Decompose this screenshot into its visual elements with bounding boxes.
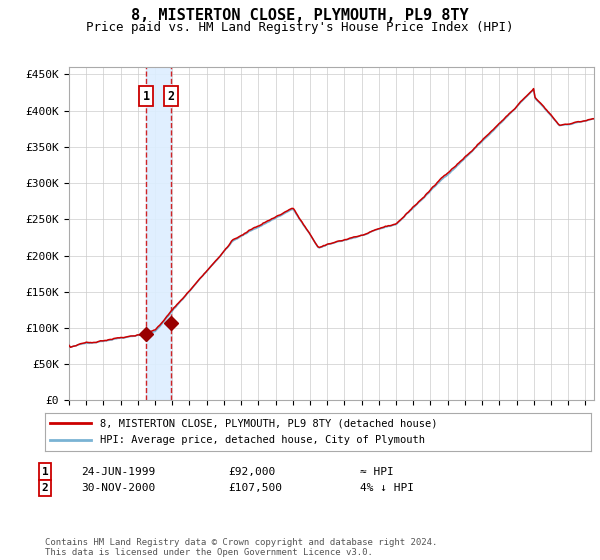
Text: 1: 1 [143, 90, 149, 102]
Text: 30-NOV-2000: 30-NOV-2000 [81, 483, 155, 493]
Bar [146, 67, 171, 400]
Text: 24-JUN-1999: 24-JUN-1999 [81, 466, 155, 477]
Text: 2: 2 [41, 483, 49, 493]
Text: 8, MISTERTON CLOSE, PLYMOUTH, PL9 8TY (detached house): 8, MISTERTON CLOSE, PLYMOUTH, PL9 8TY (d… [100, 418, 437, 428]
Text: 2: 2 [167, 90, 174, 102]
Text: 4% ↓ HPI: 4% ↓ HPI [360, 483, 414, 493]
Text: Contains HM Land Registry data © Crown copyright and database right 2024.
This d: Contains HM Land Registry data © Crown c… [45, 538, 437, 557]
Text: £107,500: £107,500 [228, 483, 282, 493]
Text: 8, MISTERTON CLOSE, PLYMOUTH, PL9 8TY: 8, MISTERTON CLOSE, PLYMOUTH, PL9 8TY [131, 8, 469, 24]
Text: ≈ HPI: ≈ HPI [360, 466, 394, 477]
Text: 1: 1 [41, 466, 49, 477]
Text: £92,000: £92,000 [228, 466, 275, 477]
Text: HPI: Average price, detached house, City of Plymouth: HPI: Average price, detached house, City… [100, 435, 425, 445]
Text: Price paid vs. HM Land Registry's House Price Index (HPI): Price paid vs. HM Land Registry's House … [86, 21, 514, 34]
